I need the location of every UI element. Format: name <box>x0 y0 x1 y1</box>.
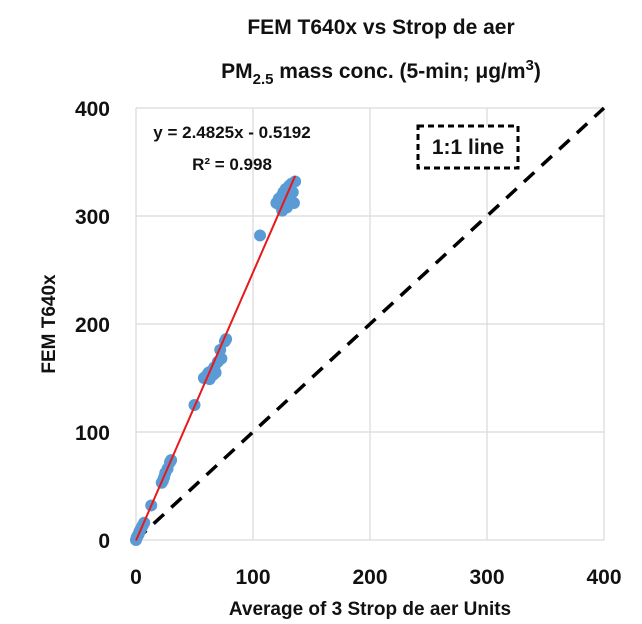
y-tick-label: 100 <box>75 422 110 445</box>
y-tick-label: 300 <box>75 206 110 229</box>
data-point <box>254 229 267 242</box>
title-pm-prefix: PM <box>221 60 253 83</box>
y-tick-label: 400 <box>75 98 110 121</box>
identity-line-label-box <box>416 124 520 170</box>
x-tick-label: 300 <box>469 566 504 589</box>
regression-equation: y = 2.4825x - 0.5192 <box>153 123 310 142</box>
data-point <box>209 366 222 379</box>
data-point <box>215 352 228 365</box>
x-tick-label: 100 <box>235 566 270 589</box>
chart-title-line-1: FEM T640x vs Strop de aer <box>247 16 514 39</box>
identity-line-label: 1:1 line <box>432 136 504 159</box>
regression-line <box>135 175 297 541</box>
regression-r2: R² = 0.998 <box>192 155 272 174</box>
x-axis-title: Average of 3 Strop de aer Units <box>229 599 511 620</box>
title-suffix: ) <box>534 60 541 83</box>
x-tick-label: 0 <box>130 566 142 589</box>
x-tick-label: 200 <box>352 566 387 589</box>
title-subscript: 2.5 <box>253 71 274 88</box>
identity-line <box>134 106 606 542</box>
chart-title-line-2: PM2.5 mass conc. (5-min; μg/m3) <box>221 57 541 88</box>
x-tick-label: 400 <box>586 566 621 589</box>
y-tick-label: 0 <box>98 530 110 553</box>
y-axis-title: FEM T640x <box>39 274 60 374</box>
y-tick-label: 200 <box>75 314 110 337</box>
title-superscript: 3 <box>526 57 534 74</box>
tick-labels: 0 100 200 300 400 0 100 200 300 400 <box>75 98 622 589</box>
data-point <box>287 197 300 210</box>
title-mid-text: mass conc. (5-min; μg/m <box>273 60 525 83</box>
